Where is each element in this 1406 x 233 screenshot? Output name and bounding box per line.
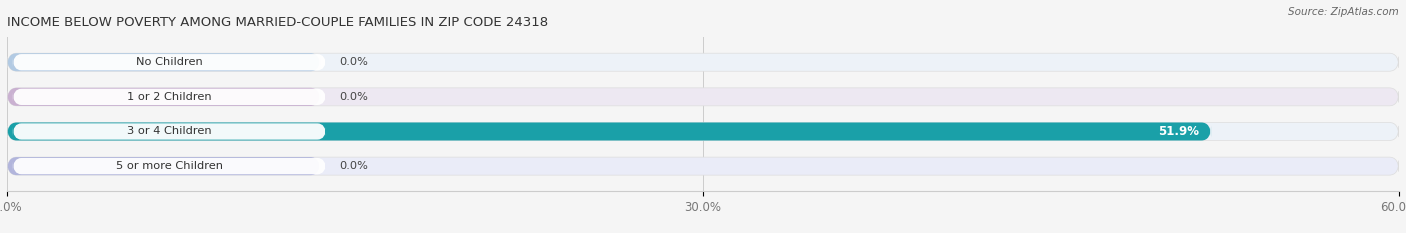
FancyBboxPatch shape — [7, 53, 1399, 71]
FancyBboxPatch shape — [7, 53, 321, 71]
FancyBboxPatch shape — [13, 123, 326, 140]
FancyBboxPatch shape — [7, 88, 1399, 106]
FancyBboxPatch shape — [7, 157, 1399, 175]
FancyBboxPatch shape — [7, 123, 1399, 140]
Text: 0.0%: 0.0% — [339, 92, 367, 102]
Text: 51.9%: 51.9% — [1159, 125, 1199, 138]
Text: INCOME BELOW POVERTY AMONG MARRIED-COUPLE FAMILIES IN ZIP CODE 24318: INCOME BELOW POVERTY AMONG MARRIED-COUPL… — [7, 16, 548, 29]
Text: No Children: No Children — [136, 57, 202, 67]
FancyBboxPatch shape — [13, 54, 326, 70]
Text: 1 or 2 Children: 1 or 2 Children — [127, 92, 212, 102]
FancyBboxPatch shape — [7, 88, 321, 106]
FancyBboxPatch shape — [7, 123, 1211, 140]
Text: Source: ZipAtlas.com: Source: ZipAtlas.com — [1288, 7, 1399, 17]
FancyBboxPatch shape — [13, 89, 326, 105]
FancyBboxPatch shape — [7, 157, 321, 175]
Text: 5 or more Children: 5 or more Children — [115, 161, 224, 171]
FancyBboxPatch shape — [13, 158, 326, 174]
Text: 0.0%: 0.0% — [339, 57, 367, 67]
Text: 3 or 4 Children: 3 or 4 Children — [127, 127, 212, 137]
Text: 0.0%: 0.0% — [339, 161, 367, 171]
